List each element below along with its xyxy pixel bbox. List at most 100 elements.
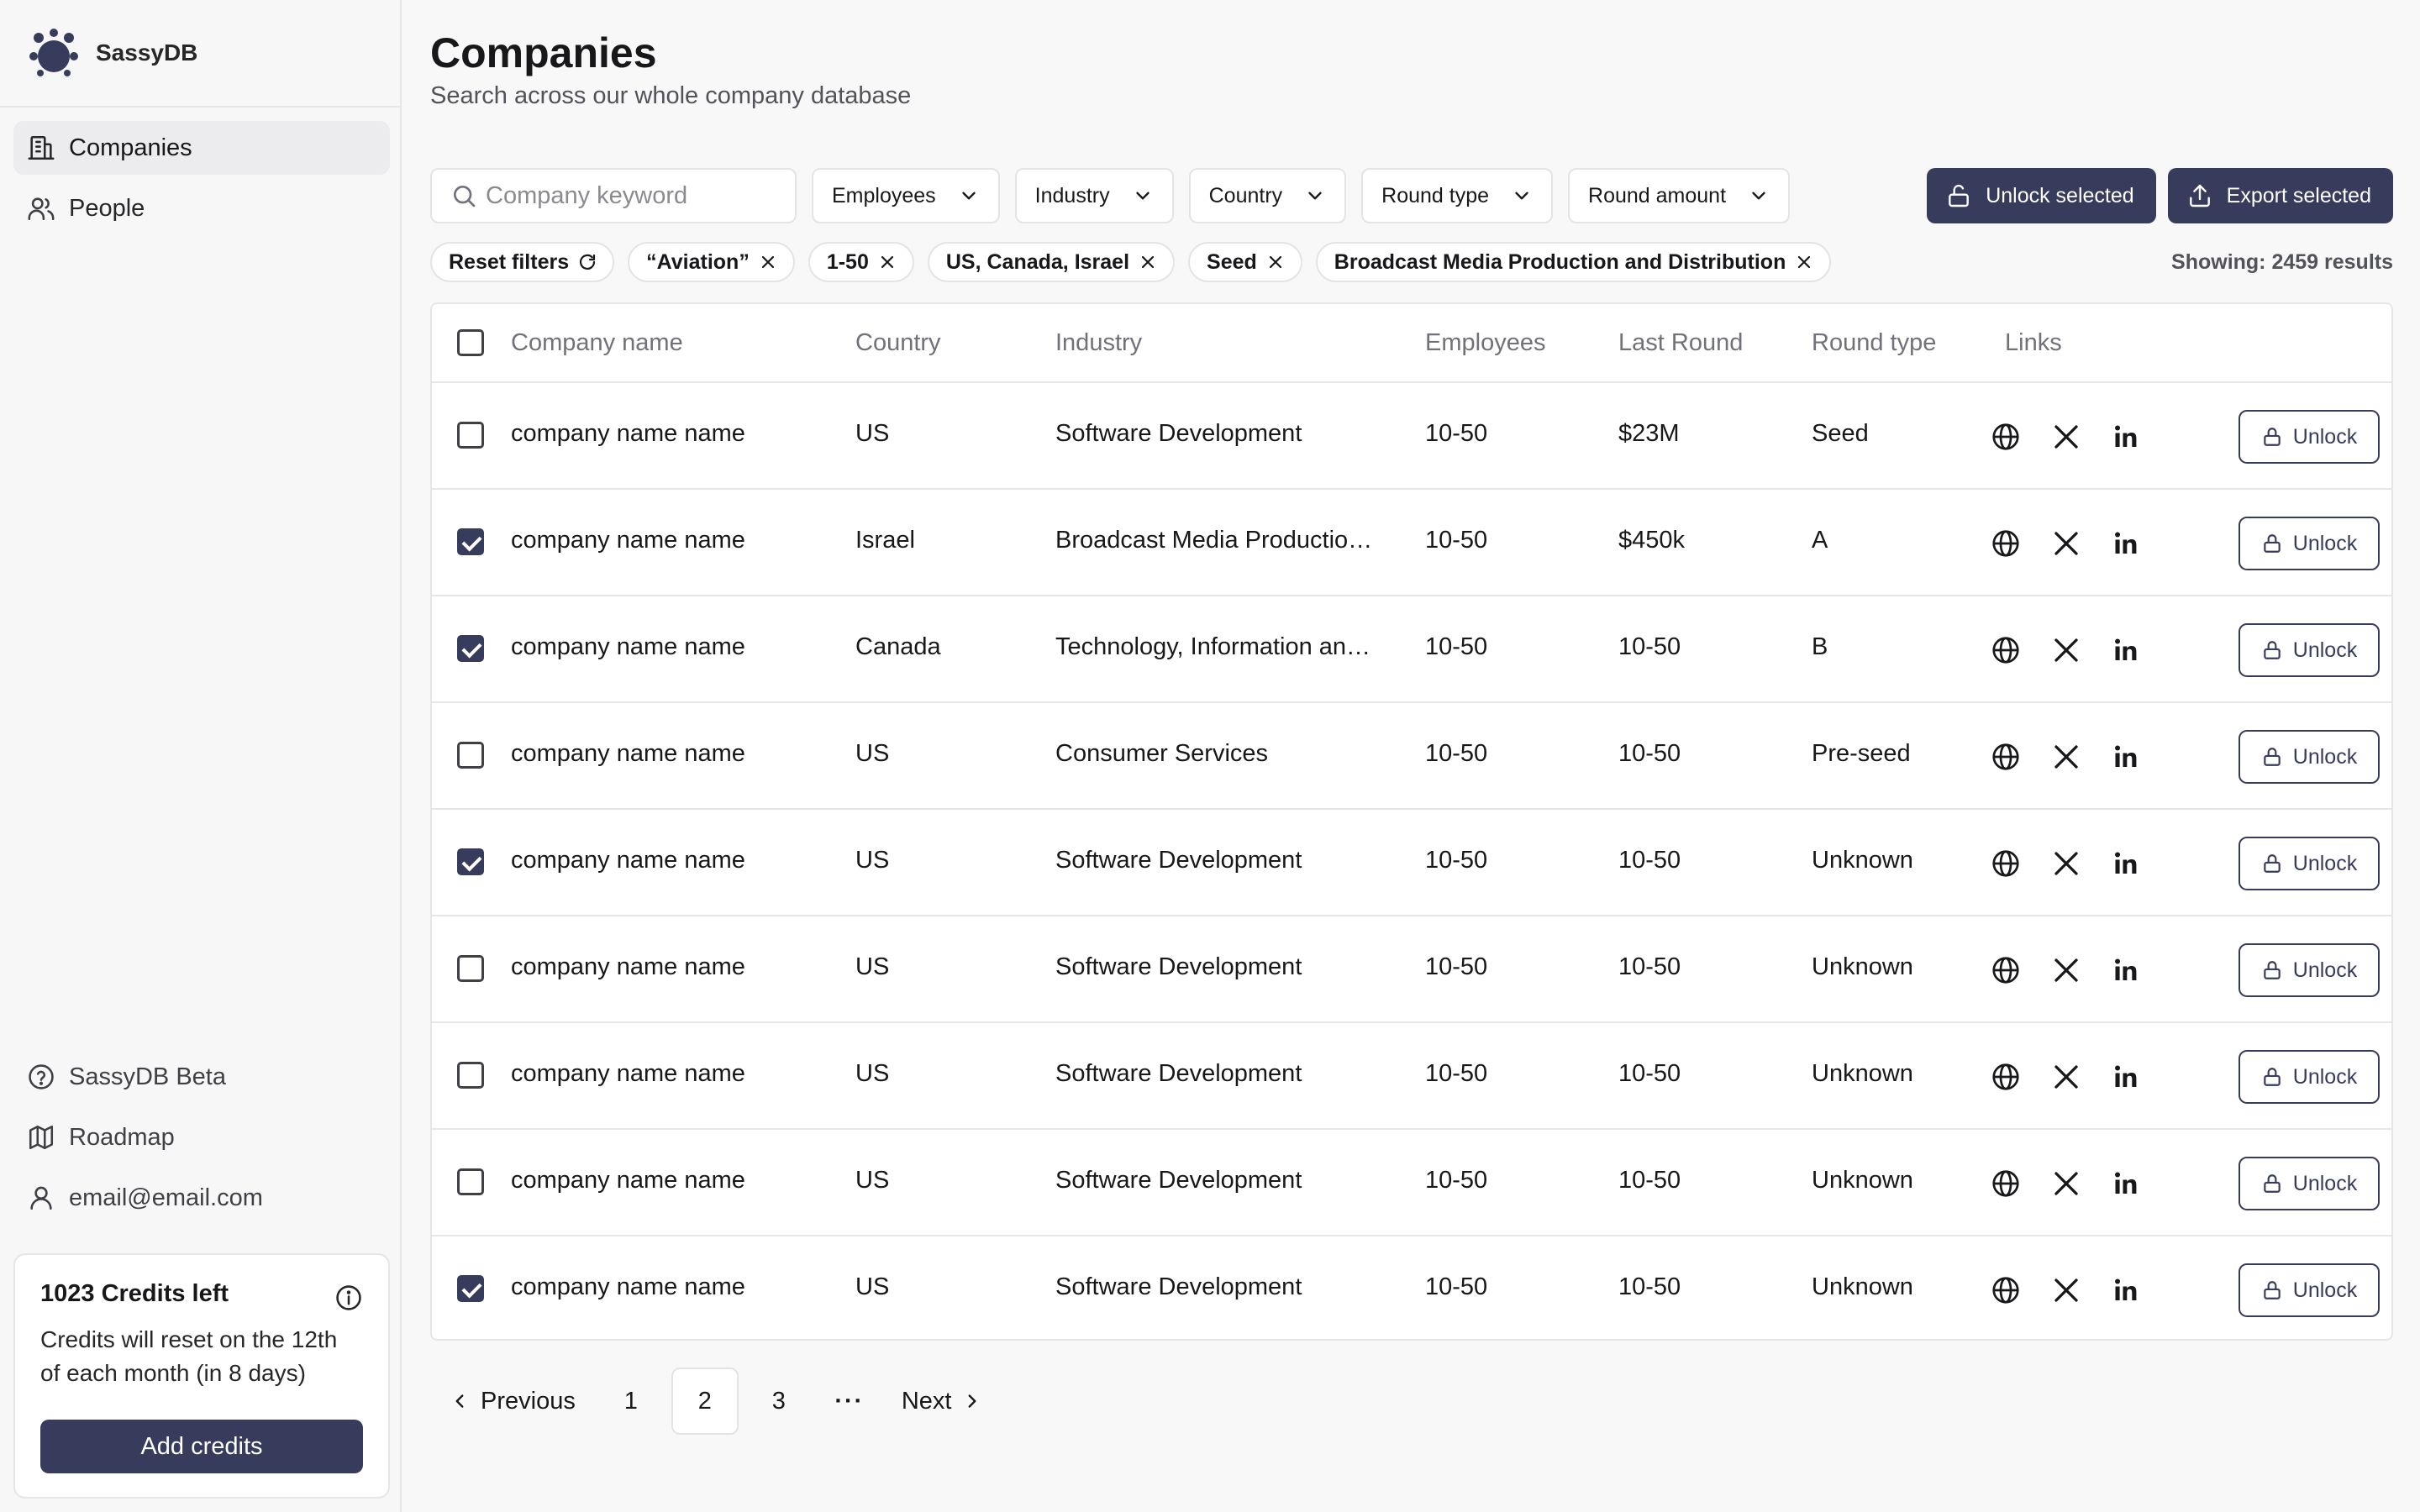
filter-chip-employees[interactable]: 1-50 — [808, 242, 914, 282]
column-header-employees[interactable]: Employees — [1425, 329, 1546, 356]
x-twitter-icon[interactable] — [2051, 955, 2081, 985]
linkedin-icon[interactable] — [2112, 1168, 2142, 1199]
unlock-button[interactable]: Unlock — [2238, 517, 2380, 570]
table-row[interactable]: company name name US Software Development 1… — [432, 383, 2391, 490]
row-checkbox[interactable] — [457, 742, 484, 769]
row-checkbox[interactable] — [457, 528, 484, 555]
industry-cell: Software Development — [1055, 847, 1302, 874]
globe-icon[interactable] — [1991, 1275, 2021, 1305]
linkedin-icon[interactable] — [2112, 422, 2142, 452]
row-checkbox[interactable] — [457, 848, 484, 875]
table-row[interactable]: company name name US Software Development 1… — [432, 1130, 2391, 1236]
filter-chip-keyword[interactable]: “Aviation” — [628, 242, 795, 282]
unlock-button[interactable]: Unlock — [2238, 943, 2380, 997]
button-label: Unlock selected — [1986, 183, 2134, 207]
previous-page-button[interactable]: Previous — [430, 1368, 594, 1435]
table-row[interactable]: company name name US Software Development 1… — [432, 916, 2391, 1023]
close-icon[interactable] — [1794, 252, 1814, 272]
row-checkbox[interactable] — [457, 955, 484, 982]
unlock-button[interactable]: Unlock — [2238, 623, 2380, 677]
table-row[interactable]: company name name US Software Development 1… — [432, 1023, 2391, 1130]
x-twitter-icon[interactable] — [2051, 1062, 2081, 1092]
employees-dropdown[interactable]: Employees — [812, 168, 1000, 223]
industry-dropdown[interactable]: Industry — [1014, 168, 1174, 223]
column-header-company-name[interactable]: Company name — [511, 329, 683, 356]
linkedin-icon[interactable] — [2112, 1275, 2142, 1305]
x-twitter-icon[interactable] — [2051, 1275, 2081, 1305]
chip-label: 1-50 — [826, 249, 869, 274]
table-row[interactable]: company name name US Consumer Services 10-5… — [432, 703, 2391, 810]
x-twitter-icon[interactable] — [2051, 1168, 2081, 1199]
close-icon[interactable] — [877, 252, 897, 272]
linkedin-icon[interactable] — [2112, 635, 2142, 665]
close-icon[interactable] — [1138, 252, 1158, 272]
column-header-industry[interactable]: Industry — [1055, 329, 1143, 356]
linkedin-icon[interactable] — [2112, 848, 2142, 879]
table-row[interactable]: company name name Israel Broadcast Media P… — [432, 490, 2391, 596]
linkedin-icon[interactable] — [2112, 955, 2142, 985]
reset-filters-chip[interactable]: Reset filters — [430, 242, 615, 282]
column-header-round-type[interactable]: Round type — [1812, 329, 1937, 356]
unlock-button[interactable]: Unlock — [2238, 1263, 2380, 1317]
nav-item-account[interactable]: email@email.com — [13, 1171, 390, 1225]
search-field[interactable] — [430, 168, 797, 223]
globe-icon[interactable] — [1991, 1062, 2021, 1092]
pagination-ellipsis[interactable]: ··· — [834, 1387, 865, 1415]
table-row[interactable]: company name name Canada Technology, Infor… — [432, 596, 2391, 703]
close-icon[interactable] — [1265, 252, 1286, 272]
chevron-down-icon — [1308, 192, 1322, 200]
globe-icon[interactable] — [1991, 1168, 2021, 1199]
filter-chip-round-type[interactable]: Seed — [1188, 242, 1302, 282]
close-icon[interactable] — [758, 252, 778, 272]
table-row[interactable]: company name name US Software Development 1… — [432, 1236, 2391, 1339]
nav-item-companies[interactable]: Companies — [13, 121, 390, 175]
row-checkbox[interactable] — [457, 1275, 484, 1302]
globe-icon[interactable] — [1991, 848, 2021, 879]
page-1-button[interactable]: 1 — [623, 1387, 638, 1415]
filter-chip-country[interactable]: US, Canada, Israel — [927, 242, 1176, 282]
nav-item-roadmap[interactable]: Roadmap — [13, 1110, 390, 1164]
unlock-button[interactable]: Unlock — [2238, 730, 2380, 784]
country-dropdown[interactable]: Country — [1188, 168, 1347, 223]
globe-icon[interactable] — [1991, 635, 2021, 665]
page-2-button[interactable]: 2 — [671, 1368, 739, 1435]
search-input[interactable] — [486, 181, 788, 210]
column-header-country[interactable]: Country — [855, 329, 941, 356]
select-all-checkbox[interactable] — [457, 329, 484, 356]
unlock-selected-button[interactable]: Unlock selected — [1927, 168, 2156, 223]
export-selected-button[interactable]: Export selected — [2167, 168, 2393, 223]
last-round-cell: 10-50 — [1618, 1167, 1681, 1194]
globe-icon[interactable] — [1991, 422, 2021, 452]
globe-icon[interactable] — [1991, 742, 2021, 772]
filter-chip-industry[interactable]: Broadcast Media Production and Distribut… — [1315, 242, 1832, 282]
x-twitter-icon[interactable] — [2051, 422, 2081, 452]
row-checkbox[interactable] — [457, 1168, 484, 1195]
add-credits-button[interactable]: Add credits — [40, 1420, 363, 1473]
brand[interactable]: SassyDB — [0, 0, 400, 108]
x-twitter-icon[interactable] — [2051, 742, 2081, 772]
row-checkbox[interactable] — [457, 1062, 484, 1089]
unlock-button[interactable]: Unlock — [2238, 410, 2380, 464]
globe-icon[interactable] — [1991, 955, 2021, 985]
row-checkbox[interactable] — [457, 635, 484, 662]
next-page-button[interactable]: Next — [883, 1368, 1002, 1435]
info-icon[interactable] — [334, 1284, 363, 1312]
globe-icon[interactable] — [1991, 528, 2021, 559]
round-type-dropdown[interactable]: Round type — [1361, 168, 1554, 223]
round-amount-dropdown[interactable]: Round amount — [1568, 168, 1791, 223]
column-header-last-round[interactable]: Last Round — [1618, 329, 1744, 356]
unlock-button[interactable]: Unlock — [2238, 1157, 2380, 1210]
page-3-button[interactable]: 3 — [771, 1387, 786, 1415]
unlock-button[interactable]: Unlock — [2238, 1050, 2380, 1104]
table-row[interactable]: company name name US Software Development 1… — [432, 810, 2391, 916]
x-twitter-icon[interactable] — [2051, 848, 2081, 879]
x-twitter-icon[interactable] — [2051, 635, 2081, 665]
row-checkbox[interactable] — [457, 422, 484, 449]
nav-item-people[interactable]: People — [13, 181, 390, 235]
nav-item-beta[interactable]: SassyDB Beta — [13, 1050, 390, 1104]
linkedin-icon[interactable] — [2112, 742, 2142, 772]
linkedin-icon[interactable] — [2112, 1062, 2142, 1092]
unlock-button[interactable]: Unlock — [2238, 837, 2380, 890]
x-twitter-icon[interactable] — [2051, 528, 2081, 559]
linkedin-icon[interactable] — [2112, 528, 2142, 559]
